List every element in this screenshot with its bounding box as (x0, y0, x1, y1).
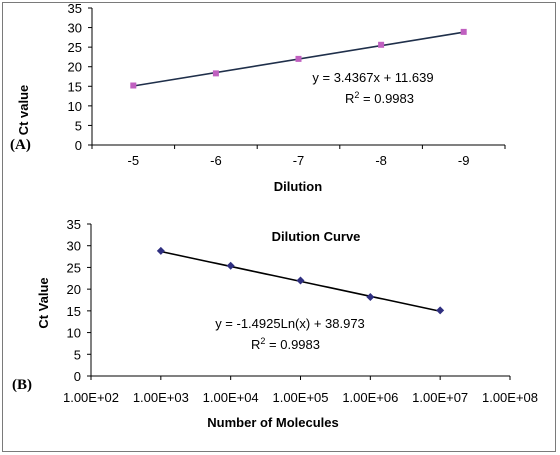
chart-b-x-label: Number of Molecules (207, 415, 338, 430)
chart-b-y-tick-label: 15 (67, 304, 81, 319)
chart-b-x-tick-label: 1.00E+06 (342, 390, 398, 405)
chart-a-x-label: Dilution (274, 179, 322, 194)
chart-b-title: Dilution Curve (272, 229, 361, 244)
chart-a-y-tick-label: 30 (68, 21, 82, 36)
figure-frame (2, 2, 556, 452)
chart-b-y-tick-label: 25 (67, 260, 81, 275)
chart-b-x-tick-label: 1.00E+08 (482, 390, 538, 405)
chart-a-data-point (295, 55, 302, 62)
chart-a-equation: y = 3.4367x + 11.639 (312, 70, 433, 85)
chart-b-equation: y = -1.4925Ln(x) + 38.973 (215, 316, 365, 331)
chart-a: 0 5 10 15 20 25 30 35 -5 -6 -7 -8 -9 Ct value Dilut… (10, 1, 506, 194)
chart-a-y-tick-label: 10 (68, 99, 82, 114)
chart-b-y-tick-label: 10 (67, 326, 81, 341)
chart-a-data-point (460, 28, 467, 35)
chart-a-x-tick-label: -5 (128, 153, 140, 168)
chart-a-x-tick-label: -7 (293, 153, 305, 168)
chart-b-x-ticks: 1.00E+02 1.00E+03 1.00E+04 1.00E+05 1.00E+06… (63, 376, 538, 405)
chart-a-y-label: Ct value (16, 85, 31, 136)
chart-b-x-tick-label: 1.00E+05 (272, 390, 328, 405)
chart-b-y-tick-label: 30 (67, 239, 81, 254)
chart-a-data-point (130, 82, 137, 89)
chart-a-x-tick-label: -9 (458, 153, 470, 168)
chart-b-y-tick-label: 35 (67, 217, 81, 232)
chart-b-data-point (296, 276, 305, 285)
chart-b-x-tick-label: 1.00E+04 (203, 390, 259, 405)
chart-b-y-tick-label: 20 (67, 282, 81, 297)
panel-label-a: (A) (10, 137, 31, 153)
chart-a-x-ticks: -5 -6 -7 -8 -9 (91, 145, 506, 168)
chart-b-y-tick-label: 0 (74, 369, 81, 384)
chart-a-data-point (212, 70, 219, 77)
chart-a-points (130, 28, 467, 89)
panel-label-b: (B) (12, 377, 32, 393)
chart-b-data-point (156, 246, 165, 255)
chart-a-y-tick-label: 15 (68, 79, 82, 94)
chart-a-y-tick-label: 20 (68, 60, 82, 75)
chart-a-x-tick-label: -8 (375, 153, 387, 168)
chart-b-x-tick-label: 1.00E+07 (412, 390, 468, 405)
chart-a-y-tick-label: 0 (75, 138, 82, 153)
chart-b-y-tick-label: 5 (74, 347, 81, 362)
chart-b-points (156, 246, 445, 315)
chart-b-data-point (366, 292, 375, 301)
chart-b-y-ticks: 0 5 10 15 20 25 30 35 (67, 217, 91, 384)
chart-a-x-tick-label: -6 (210, 153, 222, 168)
chart-a-data-point (378, 41, 385, 48)
chart-b-y-label: Ct Value (36, 277, 51, 328)
chart-b-x-tick-label: 1.00E+02 (63, 390, 119, 405)
chart-b-data-point (226, 261, 235, 270)
chart-b-r-squared: R2 = 0.9983 (251, 336, 320, 352)
chart-b-x-tick-label: 1.00E+03 (133, 390, 189, 405)
chart-a-y-ticks: 0 5 10 15 20 25 30 35 (68, 1, 92, 153)
chart-b-data-point (436, 306, 445, 315)
chart-a-y-tick-label: 25 (68, 40, 82, 55)
chart-a-y-tick-label: 5 (75, 118, 82, 133)
chart-a-r-squared: R2 = 0.9983 (345, 90, 414, 106)
chart-a-y-tick-label: 35 (68, 1, 82, 16)
